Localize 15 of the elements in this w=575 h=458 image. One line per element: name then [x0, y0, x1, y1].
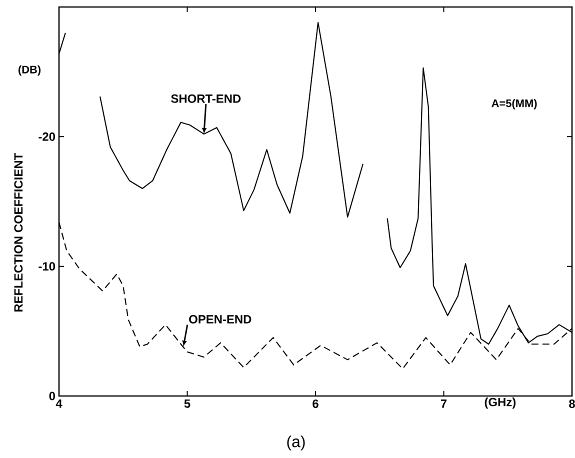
text: (a): [287, 436, 305, 450]
text: (DB): [18, 65, 41, 76]
annotation: A=5(MM): [492, 99, 537, 110]
y-tick-label: -10: [38, 262, 55, 271]
x-tick-label: 6: [312, 400, 318, 408]
x-tick-label: 5: [184, 400, 190, 408]
annotation: OPEN-END: [189, 315, 252, 324]
y-tick-label: 0: [49, 392, 55, 400]
x-tick-label: 8: [569, 400, 575, 408]
y-tick-label: -20: [38, 132, 55, 141]
x-tick-label: 4: [56, 400, 62, 408]
annotation: SHORT-END: [171, 94, 241, 103]
x-axis-title: (GHz): [484, 398, 516, 409]
x-tick-label: 7: [440, 400, 447, 408]
y-axis-title: REFLECTION COEFFICIENT: [14, 153, 23, 312]
